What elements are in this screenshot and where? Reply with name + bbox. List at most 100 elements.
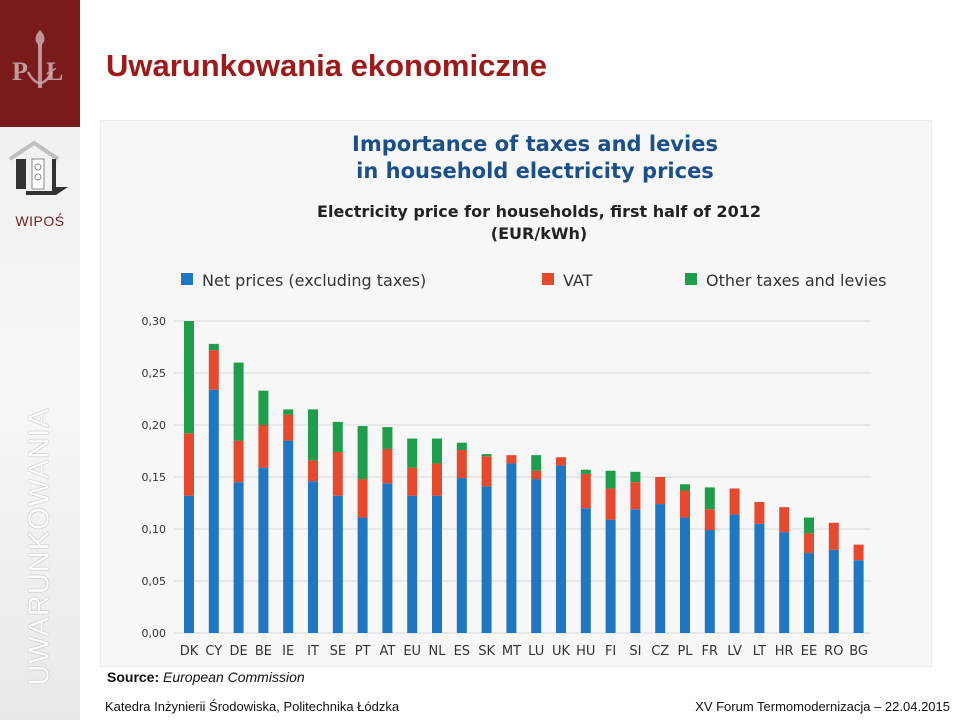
bar-segment xyxy=(506,463,517,633)
bar-segment xyxy=(531,479,542,633)
x-tick-label: HR xyxy=(775,644,794,659)
y-tick-label: 0,15 xyxy=(142,471,167,484)
x-tick-label: LV xyxy=(727,644,742,659)
x-tick-label: NL xyxy=(429,644,447,659)
bar-segment xyxy=(630,482,641,510)
x-tick-label: LT xyxy=(753,644,766,659)
x-tick-label: PT xyxy=(355,644,371,659)
source-note: Source: European Commission xyxy=(107,669,305,685)
bar-segment xyxy=(332,495,343,633)
x-tick-label: EE xyxy=(801,644,817,659)
bar-segment xyxy=(357,479,368,518)
y-tick-label: 0,25 xyxy=(142,367,167,380)
bar-segment xyxy=(655,504,666,633)
bar-segment xyxy=(680,517,690,633)
sidebar: P Ł WIPOŚ UWARUNKOWANIA xyxy=(0,0,80,720)
chart-subtitle-line: (EUR/kWh) xyxy=(491,224,587,243)
bar-segment xyxy=(456,478,467,633)
bar-segment xyxy=(481,456,492,487)
x-tick-label: PL xyxy=(677,644,693,659)
svg-text:P: P xyxy=(12,57,28,86)
vertical-section-label: UWARUNKOWANIA xyxy=(23,407,56,686)
bar-segment xyxy=(729,488,740,515)
bar-segment xyxy=(184,433,194,496)
x-tick-label: MT xyxy=(502,644,521,659)
y-tick-label: 0,30 xyxy=(142,315,167,328)
legend-label: Net prices (excluding taxes) xyxy=(202,271,426,290)
bar-segment xyxy=(804,552,814,633)
legend-label: VAT xyxy=(563,271,593,290)
bar-segment xyxy=(258,425,269,468)
x-tick-label: DE xyxy=(229,644,247,659)
bar-segment xyxy=(382,448,393,484)
bar-segment xyxy=(754,523,765,633)
x-tick-label: IT xyxy=(307,644,319,659)
bar-segment xyxy=(407,495,418,633)
svg-text:Ł: Ł xyxy=(46,57,63,86)
bar-segment xyxy=(556,465,566,633)
x-tick-label: SI xyxy=(629,644,641,659)
bar-segment xyxy=(258,467,269,633)
page-title: Uwarunkowania ekonomiczne xyxy=(106,48,547,83)
y-tick-label: 0,20 xyxy=(142,419,167,432)
bar-segment xyxy=(804,517,814,534)
bar-segment xyxy=(853,560,864,633)
bar-segment xyxy=(704,487,715,510)
bar-segment xyxy=(531,455,542,471)
bar-segment xyxy=(779,507,790,533)
bar-segment xyxy=(283,414,294,441)
bar-segment xyxy=(208,343,219,351)
legend-swatch xyxy=(181,273,193,285)
bar-segment xyxy=(630,471,641,483)
bar-segment xyxy=(233,440,244,483)
bar-segment xyxy=(332,452,343,496)
legend-swatch xyxy=(542,273,554,285)
wipos-label: WIPOŚ xyxy=(15,213,65,229)
x-tick-label: CY xyxy=(205,644,222,659)
bar-segment xyxy=(407,467,418,496)
bar-segment xyxy=(208,350,219,390)
x-tick-label: RO xyxy=(824,644,843,659)
footer-institution: Katedra Inżynierii Środowiska, Politechn… xyxy=(105,699,400,714)
university-logo: P Ł xyxy=(0,0,80,127)
bar-segment xyxy=(308,409,318,461)
bar-segment xyxy=(531,470,542,480)
bar-segment xyxy=(233,362,244,441)
bar-segment xyxy=(432,438,442,464)
x-tick-label: UK xyxy=(552,644,571,659)
source-label: Source: xyxy=(107,669,160,685)
bar-segment xyxy=(357,426,368,480)
x-tick-label: BE xyxy=(255,644,272,659)
bar-segment xyxy=(580,469,591,474)
bar-segment xyxy=(804,533,814,553)
bar-segment xyxy=(283,440,294,633)
bar-segment xyxy=(655,477,666,505)
x-tick-label: CZ xyxy=(651,644,669,659)
bar-segment xyxy=(432,495,442,633)
chart-title-line: in household electricity prices xyxy=(356,159,714,183)
bar-segment xyxy=(407,438,418,468)
bar-segment xyxy=(680,490,690,518)
x-tick-label: LU xyxy=(528,644,544,659)
bar-segment xyxy=(432,463,442,496)
legend-swatch xyxy=(685,273,697,285)
bar-segment xyxy=(382,427,393,449)
bar-segment xyxy=(580,508,591,633)
bar-segment xyxy=(456,449,467,479)
bar-segment xyxy=(382,483,393,633)
x-tick-label: DK xyxy=(180,644,199,659)
x-tick-label: SE xyxy=(330,644,346,659)
bar-segment xyxy=(828,522,839,550)
pl-crest-icon: P Ł xyxy=(12,30,63,88)
bar-segment xyxy=(357,517,368,633)
source-value: European Commission xyxy=(163,669,305,685)
bar-segment xyxy=(233,482,244,633)
bar-segment xyxy=(184,321,194,434)
bar-segment xyxy=(605,488,616,520)
bar-segment xyxy=(308,481,318,633)
footer-event: XV Forum Termomodernizacja – 22.04.2015 xyxy=(695,699,950,714)
y-tick-label: 0,10 xyxy=(142,523,167,536)
stacked-bar-chart: Importance of taxes and levies in househo… xyxy=(142,132,887,659)
x-tick-label: ES xyxy=(454,644,470,659)
bar-segment xyxy=(283,409,294,415)
